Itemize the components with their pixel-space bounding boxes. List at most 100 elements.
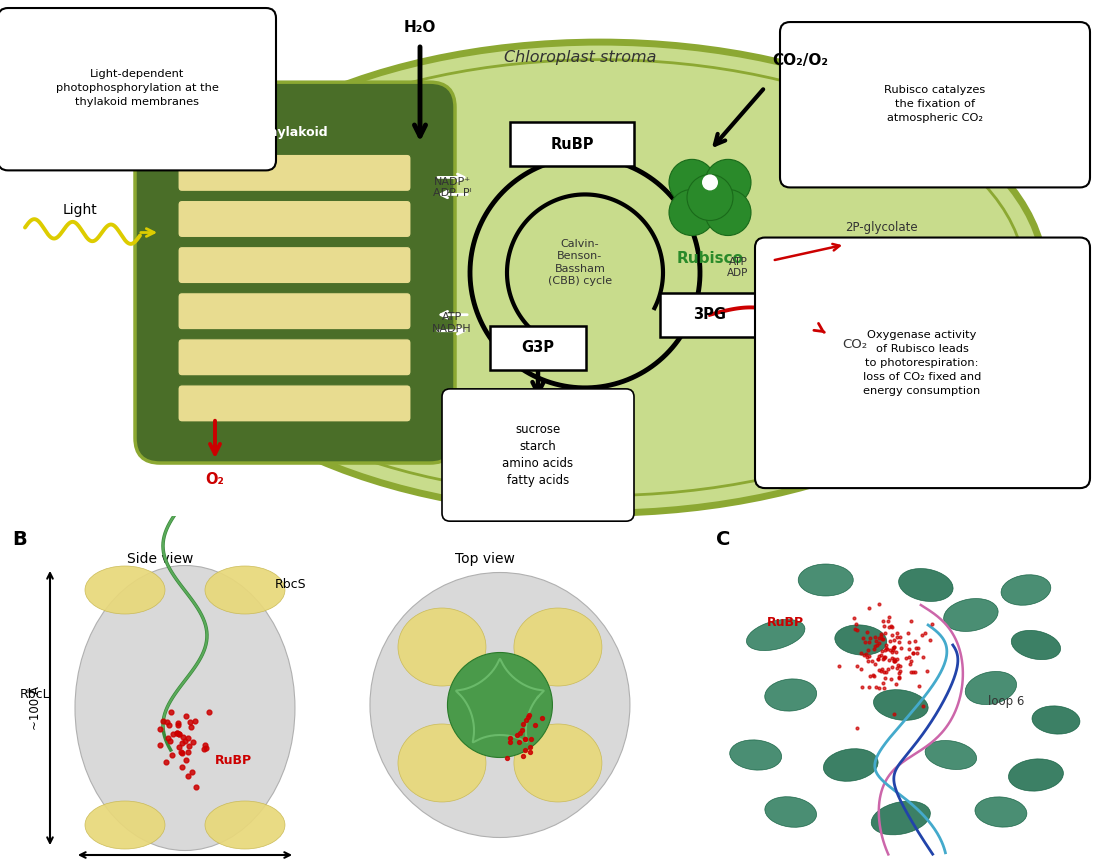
- FancyBboxPatch shape: [135, 83, 455, 463]
- Point: [868, 635, 885, 648]
- Ellipse shape: [398, 608, 486, 686]
- Point: [869, 652, 886, 666]
- Point: [871, 631, 888, 645]
- Point: [514, 749, 532, 763]
- Point: [872, 628, 889, 642]
- Point: [847, 623, 864, 636]
- Point: [883, 645, 900, 659]
- Point: [501, 731, 519, 745]
- Point: [187, 780, 205, 794]
- FancyBboxPatch shape: [178, 292, 411, 329]
- Point: [905, 647, 922, 660]
- Point: [889, 666, 907, 679]
- Text: Light: Light: [62, 204, 97, 218]
- Point: [880, 610, 897, 624]
- Point: [900, 635, 918, 648]
- Point: [882, 642, 899, 656]
- Point: [907, 642, 924, 655]
- Point: [168, 716, 186, 730]
- Point: [509, 728, 526, 742]
- Circle shape: [705, 159, 750, 206]
- Ellipse shape: [155, 42, 1045, 513]
- Point: [196, 741, 213, 755]
- Text: ~100 Å: ~100 Å: [30, 686, 42, 730]
- Point: [889, 635, 907, 648]
- Point: [185, 735, 202, 749]
- Point: [903, 654, 920, 668]
- Point: [876, 651, 894, 665]
- Ellipse shape: [799, 564, 853, 596]
- Point: [872, 664, 889, 678]
- Point: [854, 648, 872, 662]
- Ellipse shape: [926, 740, 977, 770]
- Ellipse shape: [398, 724, 486, 802]
- FancyBboxPatch shape: [780, 22, 1090, 187]
- Point: [176, 734, 194, 747]
- Point: [178, 769, 196, 783]
- Point: [888, 652, 906, 666]
- Point: [876, 643, 894, 657]
- Point: [882, 634, 899, 648]
- Text: 3PG: 3PG: [694, 307, 726, 322]
- Point: [864, 642, 882, 656]
- Point: [873, 644, 891, 658]
- Point: [910, 679, 928, 693]
- Ellipse shape: [85, 566, 165, 614]
- Text: H₂O: H₂O: [404, 20, 437, 34]
- Point: [906, 634, 923, 648]
- Point: [161, 734, 178, 748]
- FancyBboxPatch shape: [178, 247, 411, 284]
- Point: [196, 739, 213, 752]
- Text: RbcS: RbcS: [275, 579, 306, 592]
- Point: [872, 648, 889, 662]
- Point: [526, 717, 544, 731]
- Ellipse shape: [205, 566, 284, 614]
- Point: [151, 739, 168, 752]
- Text: sucrose
starch
amino acids
fatty acids: sucrose starch amino acids fatty acids: [502, 423, 573, 487]
- Point: [885, 640, 903, 654]
- Point: [885, 633, 903, 647]
- Point: [906, 665, 923, 679]
- Point: [502, 734, 520, 748]
- Text: Top view: Top view: [455, 552, 515, 566]
- Point: [884, 642, 901, 655]
- Point: [171, 727, 188, 740]
- Point: [866, 657, 884, 671]
- Point: [871, 681, 888, 695]
- Ellipse shape: [514, 608, 602, 686]
- Text: B: B: [12, 530, 26, 549]
- Point: [886, 654, 904, 667]
- Point: [868, 638, 885, 652]
- Text: Thylakoid: Thylakoid: [261, 126, 329, 138]
- Point: [888, 626, 906, 640]
- Point: [889, 659, 907, 673]
- Point: [874, 652, 892, 666]
- Text: RuBP: RuBP: [550, 137, 594, 152]
- Ellipse shape: [370, 573, 630, 838]
- Point: [882, 619, 899, 633]
- Point: [158, 716, 175, 729]
- Point: [864, 668, 882, 682]
- Point: [499, 751, 516, 765]
- FancyBboxPatch shape: [660, 292, 760, 337]
- Point: [892, 630, 909, 644]
- Point: [859, 650, 876, 664]
- Point: [876, 626, 894, 640]
- Point: [909, 642, 927, 655]
- Point: [848, 624, 865, 637]
- Point: [177, 753, 195, 767]
- Point: [880, 662, 897, 676]
- Point: [854, 631, 872, 645]
- Point: [899, 626, 917, 640]
- Point: [852, 646, 870, 660]
- Point: [161, 718, 178, 732]
- Point: [901, 657, 919, 671]
- Ellipse shape: [1032, 706, 1080, 734]
- Point: [171, 740, 188, 754]
- Text: Calvin-
Benson-
Bassham
(CBB) cycle: Calvin- Benson- Bassham (CBB) cycle: [548, 239, 612, 286]
- Point: [860, 648, 877, 662]
- Point: [885, 640, 903, 654]
- Point: [168, 727, 186, 740]
- Text: NADP⁺
ADP, Pᴵ: NADP⁺ ADP, Pᴵ: [432, 176, 472, 198]
- Ellipse shape: [514, 724, 602, 802]
